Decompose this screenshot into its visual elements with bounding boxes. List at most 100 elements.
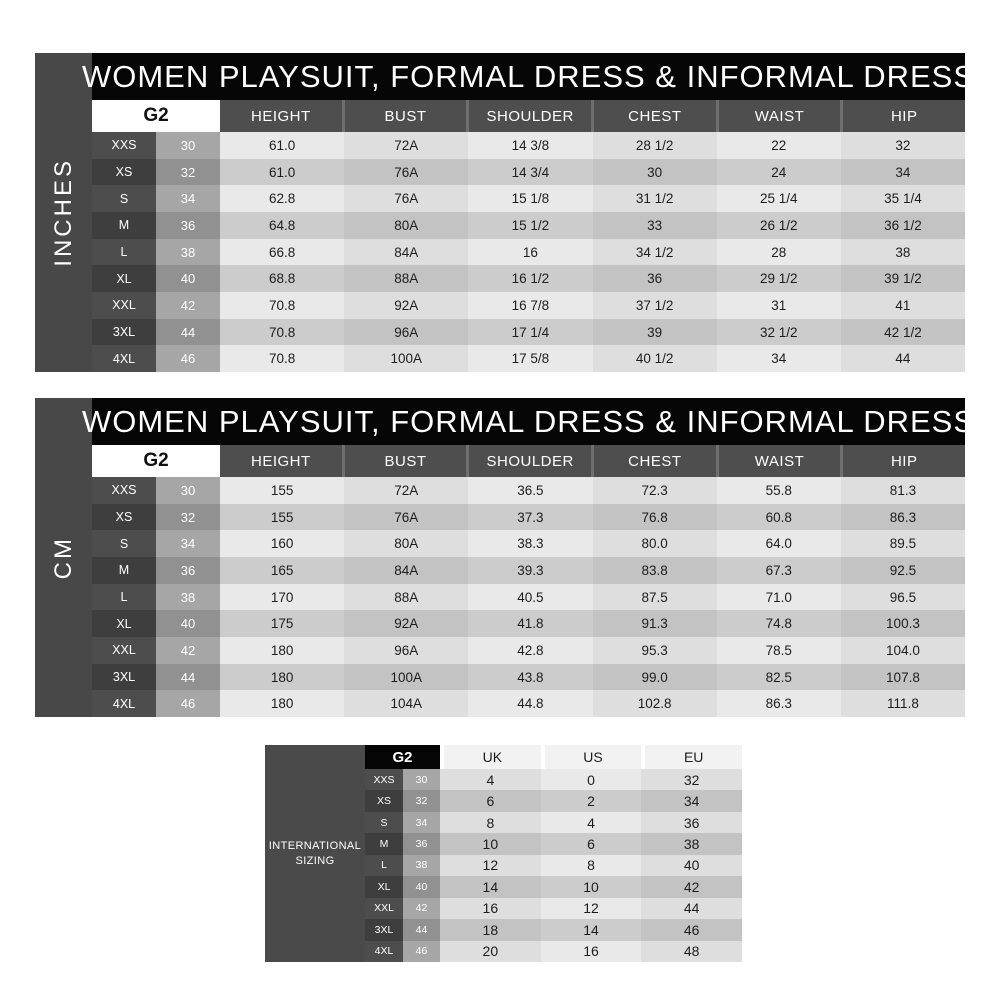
value-cell: 180 (220, 637, 345, 664)
size-number-cell: 36 (403, 833, 440, 855)
size-number-cell: 42 (156, 292, 220, 319)
value-cell: 8 (440, 811, 541, 834)
size-label-cell: 3XL (92, 318, 156, 346)
value-cell: 68.8 (220, 265, 345, 293)
value-cell: 155 (220, 477, 345, 504)
value-cell: 16 1/2 (468, 265, 593, 293)
table-row: S 34 8 4 36 (365, 811, 743, 834)
value-cell: 100A (344, 663, 469, 691)
size-label-cell: XXS (92, 477, 156, 504)
size-label-cell: L (92, 583, 156, 611)
column-header-us: US (540, 745, 642, 769)
value-cell: 180 (220, 690, 345, 718)
size-label-cell: 3XL (92, 663, 156, 691)
size-number-cell: 40 (156, 265, 220, 293)
size-label-cell: XS (92, 158, 156, 186)
size-number-cell: 32 (156, 503, 220, 531)
value-cell: 15 1/2 (468, 212, 593, 239)
value-cell: 107.8 (840, 663, 966, 691)
table-row: XL 40 14 10 42 (365, 876, 743, 898)
value-cell: 64.8 (220, 212, 345, 239)
table-row: L 38 66.8 84A 16 34 1/2 28 38 (92, 238, 966, 266)
unit-sidebar-inches: INCHES (35, 53, 92, 372)
value-cell: 44 (641, 897, 743, 920)
value-cell: 70.8 (220, 345, 345, 373)
value-cell: 25 1/4 (716, 185, 841, 213)
table-row: XS 32 6 2 34 (365, 790, 743, 812)
value-cell: 6 (440, 790, 541, 812)
value-cell: 37 1/2 (592, 292, 717, 319)
value-cell: 39 (592, 318, 717, 346)
table-row: XXL 42 70.8 92A 16 7/8 37 1/2 31 41 (92, 292, 966, 319)
size-number-cell: 34 (156, 530, 220, 558)
size-label-cell: M (92, 557, 156, 584)
value-cell: 14 (440, 876, 541, 898)
value-cell: 14 3/4 (468, 158, 593, 186)
value-cell: 96A (344, 318, 469, 346)
cm-table-main: WOMEN PLAYSUIT, FORMAL DRESS & INFORMAL … (82, 398, 974, 718)
size-label-cell: XXS (92, 132, 156, 159)
size-label-cell: XXL (92, 637, 156, 664)
value-cell: 40 (641, 854, 743, 877)
value-cell: 6 (540, 833, 642, 855)
value-cell: 61.0 (220, 158, 345, 186)
size-system-header: G2 (92, 100, 220, 132)
value-cell: 48 (641, 940, 743, 962)
size-label-cell: S (92, 530, 156, 558)
value-cell: 44.8 (468, 690, 593, 718)
value-cell: 38 (840, 238, 966, 266)
value-cell: 15 1/8 (468, 185, 593, 213)
value-cell: 39 1/2 (840, 265, 966, 293)
value-cell: 84A (344, 238, 469, 266)
value-cell: 32 (641, 769, 743, 791)
size-label-cell: M (365, 833, 403, 855)
value-cell: 71.0 (716, 583, 841, 611)
international-sizing-table: INTERNATIONAL SIZING G2 UK US EU XXS 30 4 0… (265, 745, 743, 962)
value-cell: 104.0 (840, 637, 966, 664)
table-row: XL 40 68.8 88A 16 1/2 36 29 1/2 39 1/2 (92, 265, 966, 293)
value-cell: 76A (344, 503, 469, 531)
size-label-cell: L (365, 854, 403, 877)
size-number-cell: 44 (156, 318, 220, 346)
international-table-main: G2 UK US EU XXS 30 4 0 32 XS 32 6 2 34 S 34 8 4 36 M 36 1… (365, 745, 743, 962)
unit-label: INCHES (49, 158, 77, 267)
value-cell: 99.0 (592, 663, 717, 691)
value-cell: 34 1/2 (592, 238, 717, 266)
size-label-cell: L (92, 238, 156, 266)
value-cell: 87.5 (592, 583, 717, 611)
value-cell: 88A (344, 265, 469, 293)
table-row: 4XL 46 70.8 100A 17 5/8 40 1/2 34 44 (92, 345, 966, 373)
cm-size-table: CM WOMEN PLAYSUIT, FORMAL DRESS & INFORM… (35, 398, 974, 718)
value-cell: 66.8 (220, 238, 345, 266)
value-cell: 170 (220, 583, 345, 611)
table-row: L 38 12 8 40 (365, 854, 743, 877)
value-cell: 24 (716, 158, 841, 186)
value-cell: 12 (440, 854, 541, 877)
value-cell: 42 (641, 876, 743, 898)
table-row: XS 32 61.0 76A 14 3/4 30 24 34 (92, 158, 966, 186)
value-cell: 55.8 (716, 477, 841, 504)
value-cell: 4 (440, 769, 541, 791)
value-cell: 84A (344, 557, 469, 584)
value-cell: 12 (540, 897, 642, 920)
table-row: L 38 170 88A 40.5 87.5 71.0 96.5 (92, 583, 966, 611)
size-number-cell: 40 (403, 876, 440, 898)
value-cell: 165 (220, 557, 345, 584)
value-cell: 46 (641, 919, 743, 941)
table-row: XXS 30 4 0 32 (365, 769, 743, 791)
value-cell: 31 1/2 (592, 185, 717, 213)
size-number-cell: 44 (403, 919, 440, 941)
table-title: WOMEN PLAYSUIT, FORMAL DRESS & INFORMAL … (82, 53, 974, 100)
value-cell: 100.3 (840, 610, 966, 638)
value-cell: 86.3 (716, 690, 841, 718)
value-cell: 92A (344, 610, 469, 638)
cm-rows: XXS 30 155 72A 36.5 72.3 55.8 81.3 XS 32 155 76A 37.… (92, 477, 966, 718)
label-line-1: INTERNATIONAL (268, 839, 362, 852)
value-cell: 38.3 (468, 530, 593, 558)
value-cell: 62.8 (220, 185, 345, 213)
value-cell: 61.0 (220, 132, 345, 159)
value-cell: 14 (540, 919, 642, 941)
value-cell: 32 (840, 132, 966, 159)
inches-table-main: WOMEN PLAYSUIT, FORMAL DRESS & INFORMAL … (82, 53, 974, 373)
